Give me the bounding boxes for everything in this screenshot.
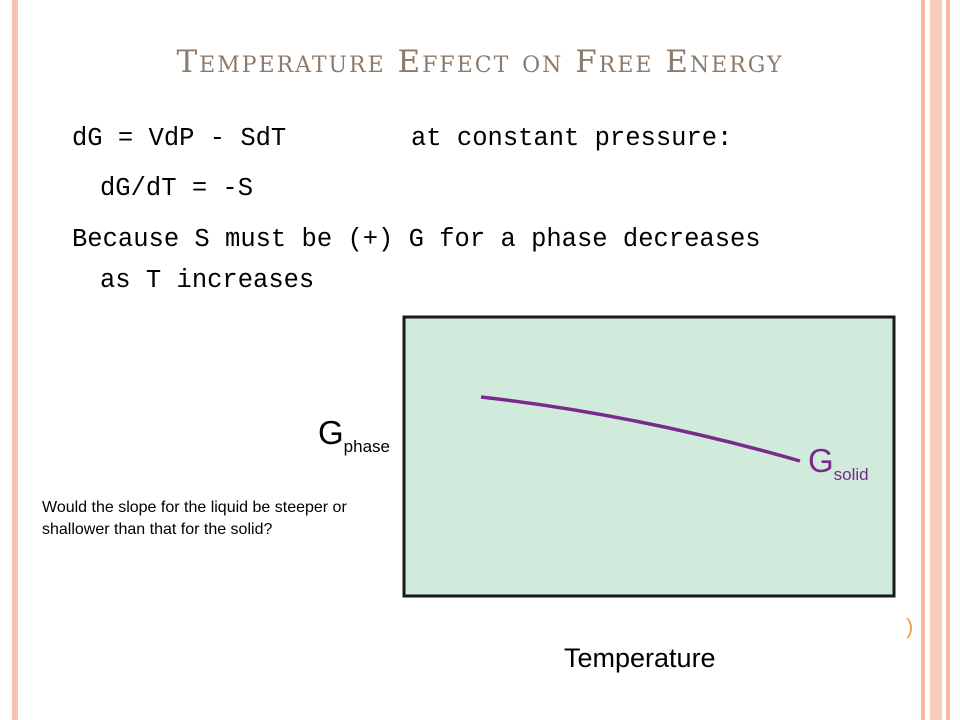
y-label-main: G <box>318 414 344 451</box>
right-frame-bar <box>921 0 925 720</box>
right-frame-bar-outer <box>946 0 950 720</box>
explanation-line: Because S must be (+) G for a phase decr… <box>72 225 761 254</box>
curve-label-sub: solid <box>834 465 869 484</box>
constant-pressure-label: at constant pressure: <box>411 124 733 153</box>
x-axis-label: Temperature <box>564 643 716 673</box>
slide-title: Temperature Effect on Free Energy <box>176 44 784 80</box>
y-label-sub: phase <box>344 437 390 456</box>
right-frame-bar-wide <box>930 0 942 720</box>
y-axis-label: Gphase <box>318 414 390 456</box>
solid-free-energy-curve <box>480 395 801 463</box>
derivative-equation: dG/dT = -S <box>100 174 254 203</box>
left-frame-bar <box>12 0 18 720</box>
decorative-mark: ) <box>906 614 914 639</box>
curve-label: Gsolid <box>808 442 869 484</box>
curve-label-main: G <box>808 442 834 479</box>
equation-line: dG = VdP - SdT <box>72 124 287 153</box>
explanation-line-continued: as T increases <box>100 266 315 295</box>
plot-area <box>402 315 896 598</box>
question-text: Would the slope for the liquid be steepe… <box>42 499 347 538</box>
